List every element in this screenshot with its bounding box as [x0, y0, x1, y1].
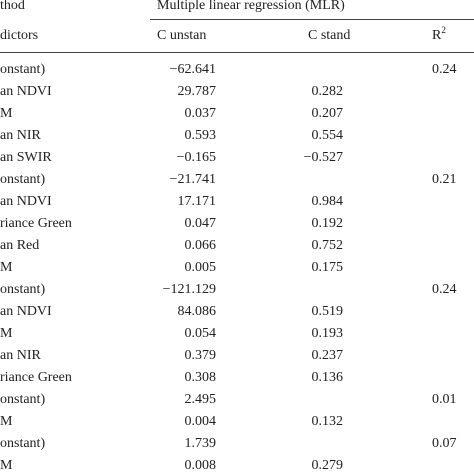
header-r2: R2 — [432, 25, 446, 44]
predictor: an NIR — [0, 348, 41, 363]
r2: 0.24 — [432, 282, 457, 297]
predictor: an NDVI — [0, 84, 52, 99]
predictor: M — [0, 458, 13, 473]
predictor: onstant) — [0, 436, 46, 451]
header-rule — [150, 19, 474, 20]
c-unstan: 0.054 — [184, 326, 217, 341]
header-c-stand: C stand — [308, 28, 351, 43]
c-unstan: −62.641 — [169, 62, 216, 77]
r2: 0.07 — [432, 436, 457, 451]
c-stand: 0.554 — [311, 128, 344, 143]
c-unstan: 0.037 — [184, 106, 217, 121]
r2: 0.01 — [432, 392, 457, 407]
c-stand: 0.519 — [311, 304, 344, 319]
c-stand: 0.132 — [311, 414, 344, 429]
c-stand: 0.984 — [311, 194, 344, 209]
predictor: riance Green — [0, 216, 72, 231]
c-unstan: 0.066 — [184, 238, 217, 253]
c-unstan: 84.086 — [177, 304, 217, 319]
header-method: thod — [0, 0, 25, 13]
header-bottom-rule — [0, 52, 474, 53]
c-unstan: 0.593 — [184, 128, 217, 143]
header-predictors: dictors — [0, 28, 39, 43]
predictor: an NIR — [0, 128, 41, 143]
r2-base: R — [432, 28, 442, 43]
r2: 0.21 — [432, 172, 457, 187]
c-unstan: 0.308 — [184, 370, 217, 385]
predictor: onstant) — [0, 172, 46, 187]
c-unstan: 17.171 — [177, 194, 217, 209]
predictor: an SWIR — [0, 150, 52, 165]
c-unstan: 29.787 — [177, 84, 217, 99]
c-unstan: −0.165 — [176, 150, 216, 165]
c-stand: 0.237 — [311, 348, 344, 363]
c-stand: 0.752 — [311, 238, 344, 253]
predictor: onstant) — [0, 62, 46, 77]
c-unstan: −21.741 — [169, 172, 216, 187]
c-unstan: 0.004 — [184, 414, 217, 429]
predictor: M — [0, 326, 13, 341]
c-stand: 0.193 — [311, 326, 344, 341]
predictor: onstant) — [0, 392, 46, 407]
header-group: Multiple linear regression (MLR) — [157, 0, 345, 13]
c-stand: −0.527 — [303, 150, 343, 165]
c-unstan: 0.379 — [184, 348, 217, 363]
c-unstan: −121.129 — [162, 282, 216, 297]
c-stand: 0.279 — [311, 458, 344, 473]
c-unstan: 0.008 — [184, 458, 217, 473]
predictor: M — [0, 414, 13, 429]
r2: 0.24 — [432, 62, 457, 77]
predictor: onstant) — [0, 282, 46, 297]
c-stand: 0.175 — [311, 260, 344, 275]
predictor: M — [0, 260, 13, 275]
c-unstan: 2.495 — [184, 392, 217, 407]
predictor: an NDVI — [0, 194, 52, 209]
c-stand: 0.207 — [311, 106, 344, 121]
predictor: M — [0, 106, 13, 121]
c-unstan: 0.047 — [184, 216, 217, 231]
predictor: riance Green — [0, 370, 72, 385]
c-unstan: 0.005 — [184, 260, 217, 275]
predictor: an Red — [0, 238, 40, 253]
r2-sup: 2 — [441, 25, 446, 35]
header-c-unstan: C unstan — [157, 28, 207, 43]
c-unstan: 1.739 — [184, 436, 217, 451]
c-stand: 0.136 — [311, 370, 344, 385]
predictor: an NDVI — [0, 304, 52, 319]
c-stand: 0.282 — [311, 84, 344, 99]
c-stand: 0.192 — [311, 216, 344, 231]
